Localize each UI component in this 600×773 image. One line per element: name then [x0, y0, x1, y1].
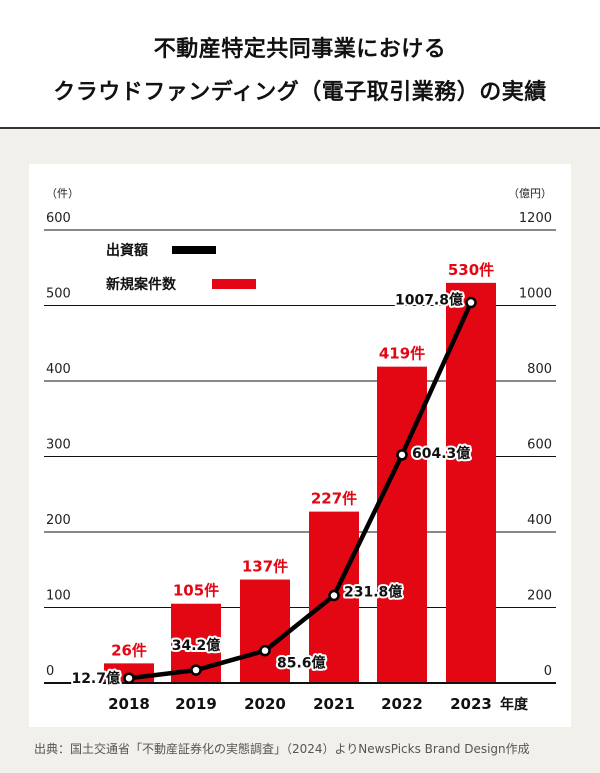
- bar: [240, 579, 290, 683]
- right-tick-label: 0: [544, 664, 552, 679]
- line-data-label-halo: 85.6億: [277, 655, 326, 672]
- right-tick-label: 800: [527, 362, 552, 377]
- left-tick-label: 0: [46, 664, 54, 679]
- line-point: [190, 664, 202, 676]
- x-tick-label: 2021: [313, 695, 355, 713]
- left-tick-label: 600: [46, 211, 71, 226]
- line-data-label: 1007.8億: [395, 292, 463, 309]
- source-note: 出典：国土交通省「不動産証券化の実態調査」（2024）よりNewsPicks B…: [34, 742, 530, 756]
- line-data-label: 604.3億: [412, 445, 470, 462]
- x-tick-label: 2020: [244, 695, 286, 713]
- bar-data-label: 530件: [448, 261, 494, 279]
- line-data-label-halo: 34.2億: [172, 637, 221, 654]
- chart-title-line-2: クラウドファンディング（電子取引業務）の実績: [53, 80, 547, 105]
- line-data-label: 12.7億: [71, 670, 120, 687]
- left-tick-label: 500: [46, 287, 71, 302]
- line-point: [123, 672, 135, 684]
- bar-data-label: 227件: [311, 490, 357, 508]
- legend-label-bar: 新規案件数: [106, 276, 177, 293]
- chart-title-line-1: 不動産特定共同事業における: [153, 37, 447, 62]
- header: 不動産特定共同事業における クラウドファンディング（電子取引業務）の実績: [0, 0, 600, 126]
- bar: [446, 282, 496, 683]
- line-data-label: 231.8億: [344, 583, 402, 600]
- right-tick-label: 600: [527, 438, 552, 453]
- right-tick-label: 1000: [519, 287, 552, 302]
- line-data-label-halo: 604.3億: [412, 445, 470, 462]
- line-point: [396, 449, 408, 461]
- left-tick-label: 300: [46, 438, 71, 453]
- line-data-label: 85.6億: [277, 655, 326, 672]
- line-data-label-halo: 1007.8億: [395, 292, 463, 309]
- bar-data-label: 419件: [379, 345, 425, 363]
- line-point: [259, 644, 271, 657]
- line-point: [328, 589, 340, 602]
- x-tick-label: 2018: [108, 695, 150, 713]
- line-series: [128, 301, 474, 681]
- legend-swatch-bar: [212, 279, 256, 289]
- x-tick-label: 2022: [381, 695, 423, 713]
- line-data-label-halo: 231.8億: [344, 583, 402, 600]
- legend-swatch-line: [172, 246, 216, 254]
- x-axis-suffix: 年度: [500, 696, 529, 713]
- line-data-label: 34.2億: [172, 637, 221, 654]
- left-axis-unit: （件）: [46, 187, 79, 200]
- right-tick-label: 200: [527, 589, 552, 604]
- left-tick-label: 100: [46, 589, 71, 604]
- legend-label-line: 出資額: [106, 242, 148, 259]
- left-tick-label: 200: [46, 513, 71, 528]
- right-tick-label: 400: [527, 513, 552, 528]
- right-tick-label: 1200: [519, 211, 552, 226]
- x-tick-label: 2023: [450, 695, 492, 713]
- line-data-label-halo: 12.7億: [71, 670, 120, 687]
- header-divider: [0, 127, 600, 129]
- left-tick-label: 400: [46, 362, 71, 377]
- x-tick-label: 2019: [175, 695, 217, 713]
- bar-data-label: 26件: [111, 641, 147, 659]
- line-point: [465, 296, 477, 309]
- bar-data-label: 105件: [173, 582, 219, 600]
- right-axis-unit: （億円）: [508, 187, 552, 200]
- bar-data-label: 137件: [242, 558, 288, 576]
